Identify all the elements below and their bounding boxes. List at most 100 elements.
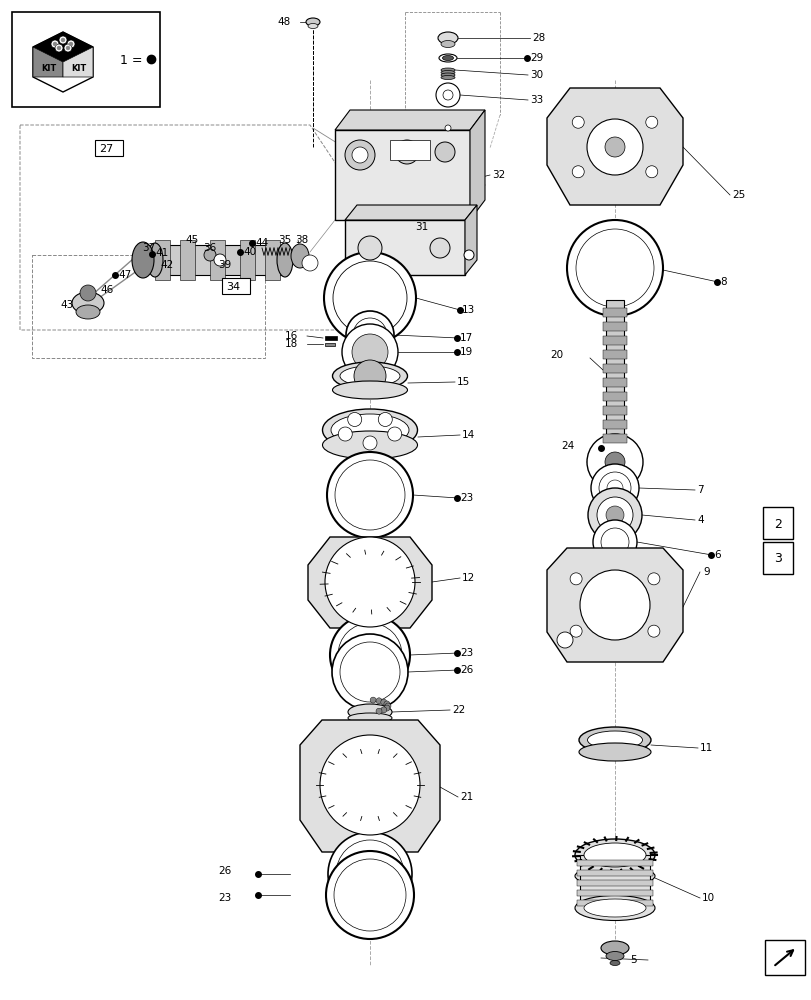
Ellipse shape [587, 731, 642, 749]
Circle shape [214, 254, 225, 266]
Bar [180, 240, 195, 280]
Text: 33: 33 [530, 95, 543, 105]
Text: 11: 11 [699, 743, 712, 753]
Bar [12, 12, 160, 107]
Circle shape [380, 707, 386, 713]
Text: 14: 14 [461, 430, 474, 440]
Circle shape [375, 708, 381, 714]
Circle shape [351, 334, 388, 370]
Text: KIT: KIT [71, 64, 87, 73]
Circle shape [69, 42, 73, 46]
Ellipse shape [307, 24, 318, 29]
Bar [764, 940, 804, 975]
Circle shape [353, 318, 387, 352]
Text: 25: 25 [731, 190, 744, 200]
Text: 21: 21 [460, 792, 473, 802]
Circle shape [647, 573, 659, 585]
Bar [210, 240, 225, 280]
Bar [577, 880, 652, 886]
Circle shape [600, 528, 629, 556]
Circle shape [575, 229, 653, 307]
Ellipse shape [332, 362, 407, 390]
Ellipse shape [340, 366, 400, 386]
Text: 20: 20 [549, 350, 562, 360]
Bar [603, 308, 626, 317]
Polygon shape [63, 47, 93, 77]
Bar [762, 542, 792, 574]
Circle shape [604, 137, 624, 157]
Text: 36: 36 [203, 243, 217, 253]
Circle shape [66, 46, 70, 50]
Text: 23: 23 [460, 648, 473, 658]
Circle shape [596, 497, 633, 533]
Polygon shape [470, 110, 484, 220]
Text: 30: 30 [530, 70, 543, 80]
Circle shape [80, 285, 96, 301]
Circle shape [341, 324, 397, 380]
Text: 35: 35 [277, 235, 291, 245]
Bar [762, 507, 792, 539]
Circle shape [378, 412, 392, 426]
Circle shape [592, 520, 636, 564]
Ellipse shape [578, 727, 650, 753]
Text: 37: 37 [142, 243, 155, 253]
Text: 3: 3 [773, 552, 781, 566]
Circle shape [358, 236, 381, 260]
Circle shape [363, 436, 376, 450]
Circle shape [351, 147, 367, 163]
Circle shape [337, 623, 401, 687]
Bar [389, 140, 430, 160]
Circle shape [569, 573, 581, 585]
Circle shape [401, 146, 413, 158]
Circle shape [444, 125, 450, 131]
Circle shape [347, 412, 361, 426]
Text: 22: 22 [452, 705, 465, 715]
Text: 8: 8 [719, 277, 726, 287]
Ellipse shape [583, 899, 646, 917]
Text: 5: 5 [629, 955, 636, 965]
Text: 27: 27 [99, 144, 113, 154]
Circle shape [328, 832, 411, 916]
Text: 43: 43 [60, 300, 73, 310]
Bar [603, 420, 626, 429]
Circle shape [345, 311, 393, 359]
Ellipse shape [440, 76, 454, 80]
Circle shape [333, 261, 406, 335]
Circle shape [67, 40, 75, 48]
Text: 4: 4 [696, 515, 703, 525]
Text: 12: 12 [461, 573, 474, 583]
Text: 6: 6 [713, 550, 719, 560]
Circle shape [324, 537, 414, 627]
Text: 34: 34 [225, 282, 240, 292]
Text: 2: 2 [773, 518, 781, 530]
Ellipse shape [132, 242, 154, 278]
Circle shape [345, 140, 375, 170]
Bar [603, 336, 626, 345]
Text: 18: 18 [285, 339, 298, 349]
Circle shape [587, 488, 642, 542]
Text: 7: 7 [696, 485, 703, 495]
Text: 9: 9 [702, 567, 709, 577]
Ellipse shape [290, 244, 309, 268]
Polygon shape [299, 720, 440, 852]
Bar [264, 240, 280, 280]
Circle shape [380, 699, 386, 705]
Circle shape [590, 464, 638, 512]
Circle shape [463, 250, 474, 260]
Circle shape [325, 851, 414, 939]
Circle shape [435, 142, 454, 162]
Circle shape [340, 642, 400, 702]
Circle shape [645, 116, 657, 128]
Text: 46: 46 [100, 285, 113, 295]
Bar [577, 860, 652, 866]
Circle shape [61, 38, 65, 42]
Ellipse shape [574, 895, 654, 920]
Ellipse shape [440, 41, 454, 48]
Ellipse shape [277, 243, 293, 277]
Polygon shape [345, 205, 476, 220]
Text: 39: 39 [217, 260, 231, 270]
Polygon shape [547, 88, 682, 205]
Bar [603, 350, 626, 359]
Circle shape [586, 119, 642, 175]
Ellipse shape [331, 414, 409, 446]
